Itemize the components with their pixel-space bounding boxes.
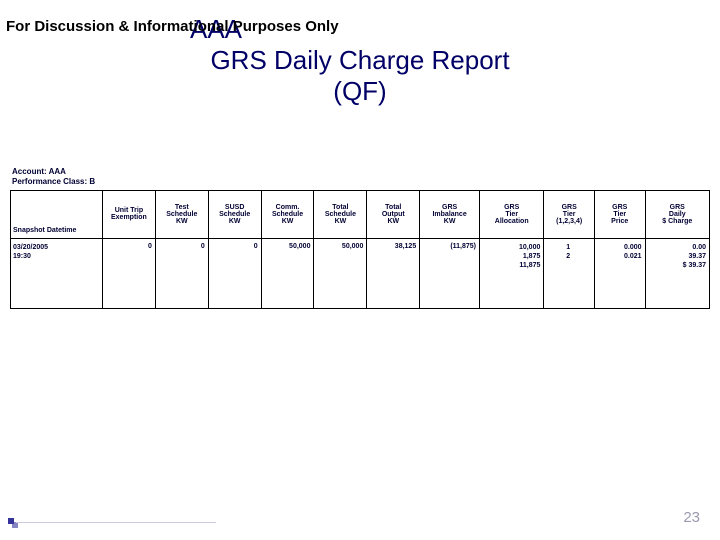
report-title: AAA GRS Daily Charge Report (QF): [0, 0, 720, 107]
perf-class-label: Performance Class: B: [12, 177, 720, 187]
col-header-4: Comm.ScheduleKW: [261, 190, 314, 238]
cell-test-sched: 0: [155, 238, 208, 308]
col-header-7: GRSImbalanceKW: [420, 190, 480, 238]
account-meta: Account: AAA Performance Class: B: [12, 167, 720, 188]
col-header-1: Unit TripExemption: [102, 190, 155, 238]
charge-table: Snapshot DatetimeUnit TripExemptionTestS…: [10, 190, 710, 309]
col-header-6: TotalOutputKW: [367, 190, 420, 238]
cell-comm-sched: 50,000: [261, 238, 314, 308]
col-header-3: SUSDScheduleKW: [208, 190, 261, 238]
slide-accent: [8, 518, 24, 528]
cell-total-sched: 50,000: [314, 238, 367, 308]
cell-daily-charge: 0.0039.37$ 39.37: [645, 238, 709, 308]
cell-tier-alloc: 10,0001,87511,875: [480, 238, 544, 308]
col-header-9: GRSTier(1,2,3,4): [544, 190, 595, 238]
title-line-3: (QF): [0, 76, 720, 107]
account-label: Account: AAA: [12, 167, 720, 177]
cell-imbalance: (11,875): [420, 238, 480, 308]
cell-susd-sched: 0: [208, 238, 261, 308]
cell-unit-trip: 0: [102, 238, 155, 308]
col-header-2: TestScheduleKW: [155, 190, 208, 238]
cell-total-output: 38,125: [367, 238, 420, 308]
col-header-0: Snapshot Datetime: [11, 190, 103, 238]
cell-datetime: 03/20/200519:30: [11, 238, 103, 308]
cell-tier: 12: [544, 238, 595, 308]
cell-tier-price: 0.0000.021: [594, 238, 645, 308]
page-number: 23: [683, 509, 700, 526]
title-line-2: GRS Daily Charge Report: [0, 45, 720, 76]
col-header-5: TotalScheduleKW: [314, 190, 367, 238]
col-header-10: GRSTierPrice: [594, 190, 645, 238]
col-header-11: GRSDaily$ Charge: [645, 190, 709, 238]
table-row: 03/20/200519:30 0 0 0 50,000 50,000 38,1…: [11, 238, 710, 308]
disclaimer-text: For Discussion & Informational Purposes …: [6, 18, 339, 35]
table-header-row: Snapshot DatetimeUnit TripExemptionTestS…: [11, 190, 710, 238]
col-header-8: GRSTierAllocation: [480, 190, 544, 238]
